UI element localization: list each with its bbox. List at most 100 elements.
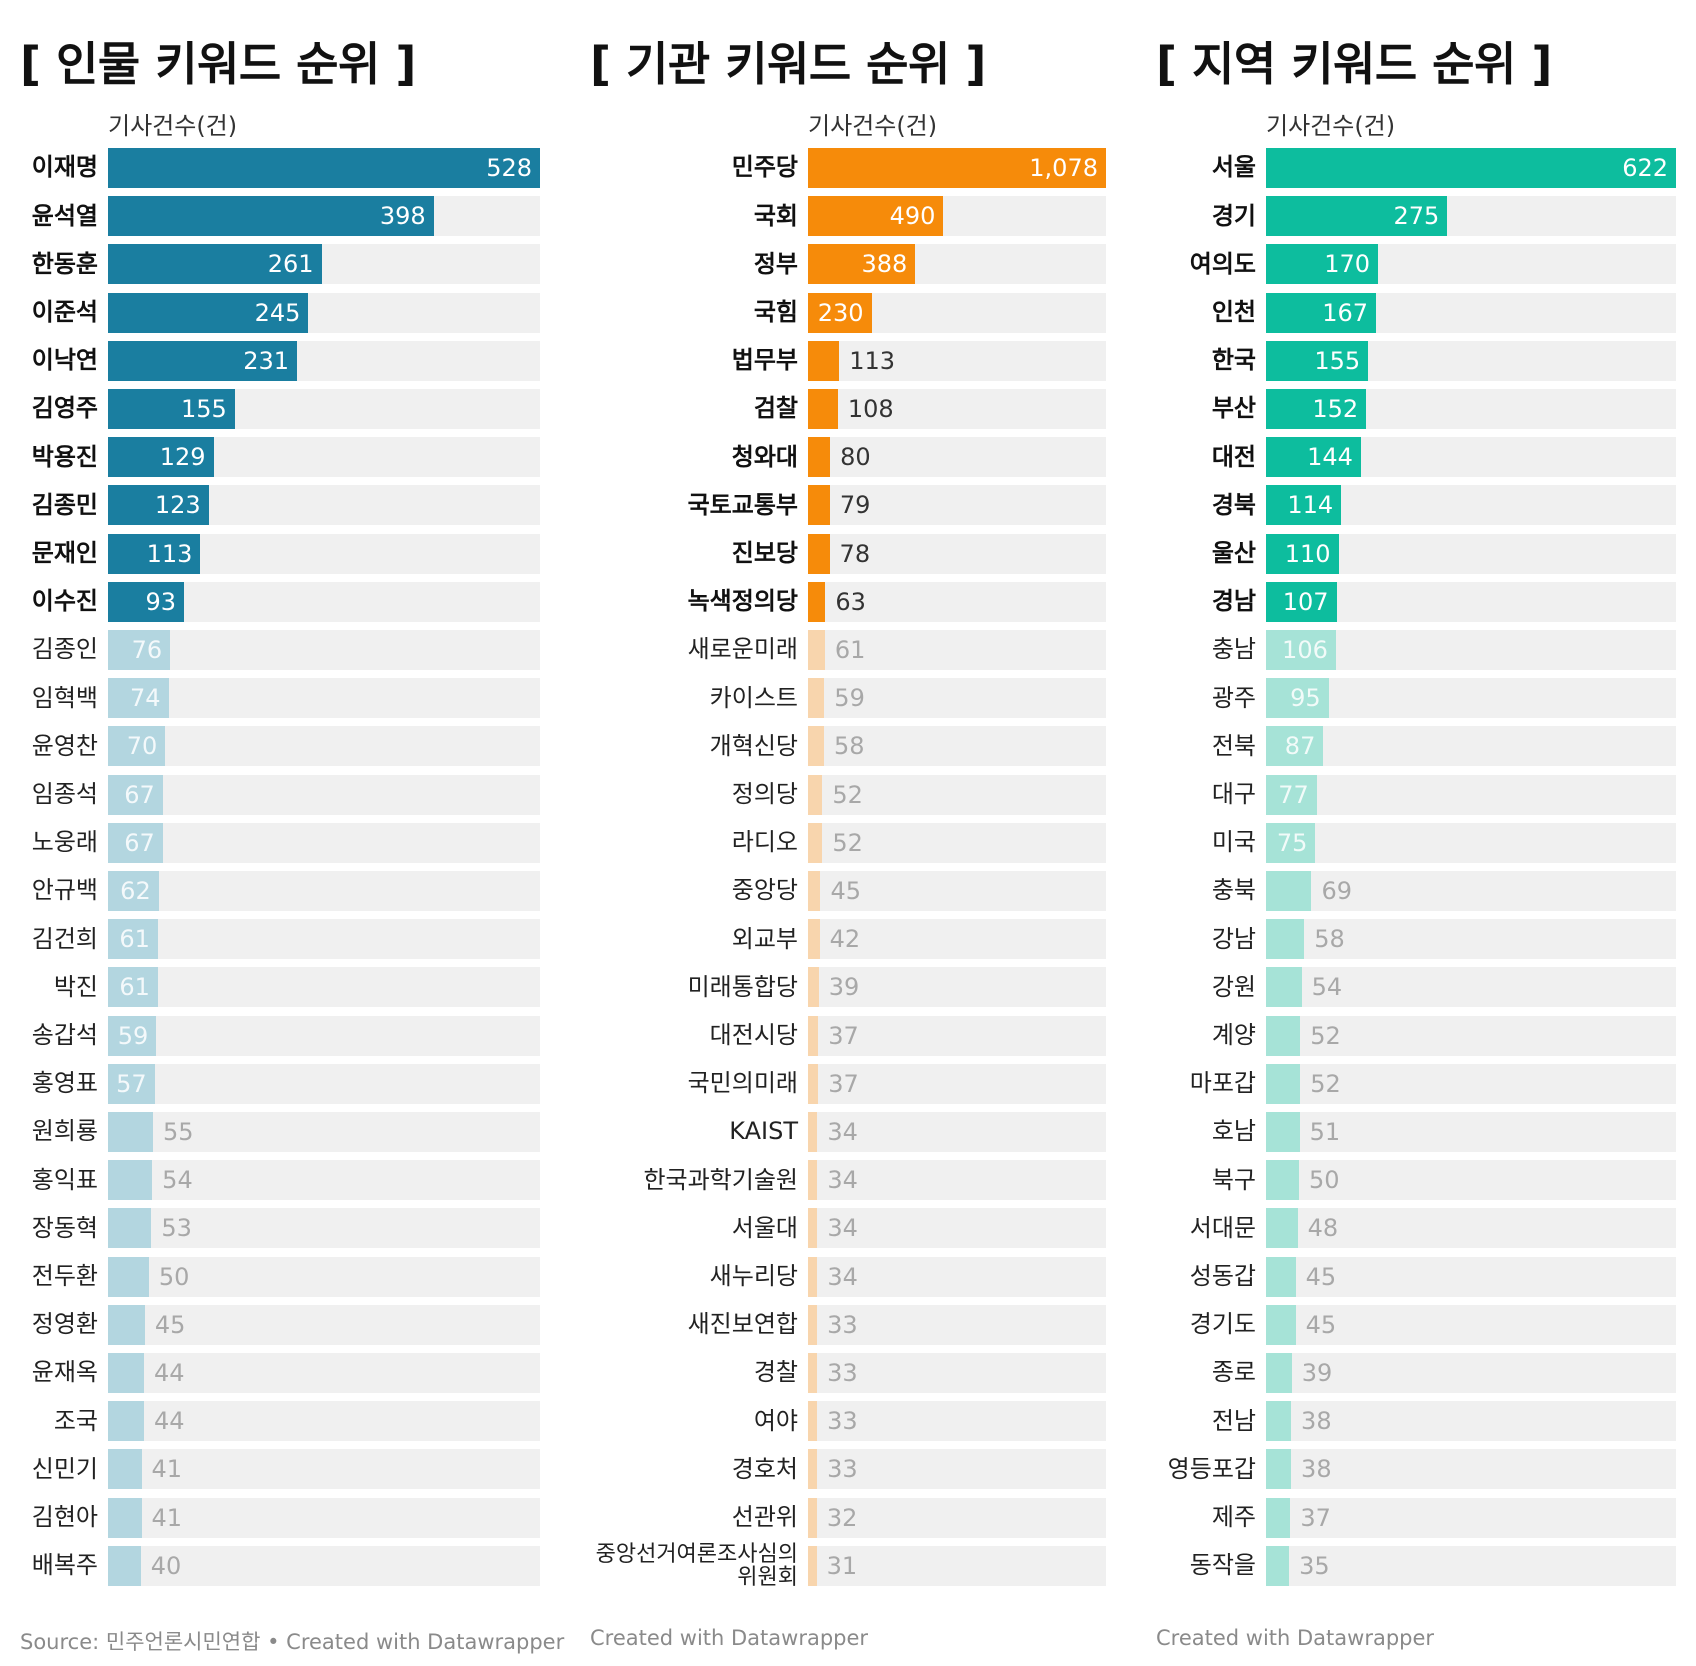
category-label: 북구 — [1211, 1165, 1256, 1194]
value-label: 44 — [154, 1359, 185, 1387]
bar-track: 67 — [108, 822, 540, 863]
bar — [108, 244, 322, 285]
bar-row: 인천 167 — [1156, 292, 1676, 333]
bar — [108, 726, 166, 767]
value-label: 87 — [1284, 732, 1316, 761]
bar-row: 윤영찬 70 — [20, 726, 540, 767]
value-label: 76 — [131, 636, 163, 664]
bar — [808, 1545, 817, 1586]
value-label: 34 — [827, 1118, 858, 1146]
bar-track: 275 — [1266, 196, 1676, 237]
bar — [808, 1449, 818, 1490]
bar — [1266, 774, 1317, 815]
bar-row: 마포갑 52 — [1156, 1063, 1676, 1104]
category-label: 조국 — [53, 1406, 98, 1435]
bar-track: 114 — [1266, 485, 1676, 526]
bar — [808, 292, 872, 333]
bar-row: 김영주 155 — [20, 389, 540, 429]
category-label: 강원 — [1211, 972, 1256, 1001]
value-label: 57 — [116, 1069, 147, 1098]
category-label: 김영주 — [31, 394, 98, 423]
bar — [1266, 1160, 1299, 1201]
bar — [108, 1208, 152, 1249]
bar-row: 대전시당 37 — [590, 1015, 1106, 1056]
category-label: 전남 — [1211, 1406, 1256, 1435]
bar-row: 이수진 93 — [20, 581, 540, 622]
bar — [108, 1449, 142, 1490]
bar-row: 송갑석 59 — [20, 1015, 540, 1056]
category-label: 경호처 — [731, 1454, 798, 1483]
bar-row: 영등포갑 38 — [1156, 1449, 1676, 1490]
bar — [1266, 244, 1379, 285]
bar-track: 152 — [1266, 389, 1676, 429]
bar-row: 신민기 41 — [20, 1449, 540, 1490]
category-label: 원희룡 — [31, 1117, 98, 1146]
value-label: 275 — [1393, 202, 1440, 231]
value-label: 69 — [1321, 877, 1353, 905]
value-label: 155 — [1314, 346, 1361, 375]
bar — [108, 1545, 141, 1586]
bar-track: 52 — [808, 774, 1106, 815]
bar-track: 37 — [1266, 1497, 1676, 1538]
bar-track: 34 — [808, 1256, 1106, 1297]
value-label: 231 — [243, 346, 289, 375]
bar — [808, 1160, 818, 1201]
chart-title: [ 지역 키워드 순위 ] — [1156, 37, 1552, 91]
bar-track: 245 — [108, 292, 540, 333]
bar — [1266, 581, 1337, 622]
category-label: KAIST — [729, 1117, 798, 1146]
bar — [1266, 726, 1324, 767]
category-label: 새누리당 — [709, 1262, 798, 1290]
value-label: 67 — [124, 780, 155, 809]
category-label: 영등포갑 — [1167, 1454, 1256, 1483]
category-label: 윤재옥 — [31, 1358, 98, 1387]
bar — [808, 1015, 819, 1056]
bar-row: 홍익표 54 — [20, 1160, 540, 1201]
bar-row: 국회 490 — [590, 196, 1106, 237]
bar-track: 38 — [1266, 1449, 1676, 1490]
bar-track: 1,078 — [808, 148, 1106, 188]
category-label: 신민기 — [31, 1454, 98, 1483]
bar-row: 국민의미래 37 — [590, 1063, 1106, 1104]
value-label: 528 — [486, 154, 532, 182]
bar — [1266, 678, 1329, 719]
category-label: 김종인 — [31, 635, 98, 664]
value-label: 39 — [1301, 1359, 1333, 1387]
bar-track: 33 — [808, 1304, 1106, 1345]
value-label: 80 — [840, 443, 871, 472]
bar-track: 58 — [1266, 919, 1676, 960]
region-keyword-panel: [ 지역 키워드 순위 ] 기사건수(건) 서울 622 경기 275 여의도 170 인천… — [1156, 0, 1676, 1666]
bar-row: 박용진 129 — [20, 437, 540, 478]
bar-track: 45 — [808, 871, 1106, 911]
bar — [108, 437, 214, 478]
bar — [808, 630, 825, 670]
unit-label: 기사건수(건) — [808, 112, 938, 140]
value-label: 33 — [827, 1455, 858, 1484]
bar-track: 61 — [108, 919, 540, 960]
bar — [1266, 1497, 1291, 1538]
bar-track: 79 — [808, 485, 1106, 526]
value-label: 70 — [126, 732, 158, 761]
category-label: 부산 — [1211, 394, 1256, 423]
bar-track: 155 — [1266, 340, 1676, 381]
value-label: 63 — [835, 587, 866, 616]
value-label: 61 — [834, 636, 866, 664]
value-label: 123 — [154, 491, 201, 520]
bar-row: 동작을 35 — [1156, 1545, 1676, 1586]
bar — [808, 1304, 818, 1345]
value-label: 50 — [1308, 1166, 1340, 1195]
category-label: 홍영표 — [31, 1069, 98, 1098]
bar-row: 울산 110 — [1156, 533, 1676, 574]
category-label: 이준석 — [31, 298, 98, 326]
category-label: 종로 — [1211, 1358, 1256, 1387]
bar-row: 선관위 32 — [590, 1497, 1106, 1538]
bar-row: 노웅래 67 — [20, 822, 540, 863]
bar — [808, 678, 825, 719]
category-label: 배복주 — [31, 1551, 98, 1580]
category-label: 서울대 — [731, 1213, 798, 1242]
category-label: 장동혁 — [31, 1213, 98, 1242]
bar-row: 한국 155 — [1156, 340, 1676, 381]
bar-track: 54 — [108, 1160, 540, 1201]
bar — [1266, 389, 1367, 429]
bar — [108, 1112, 153, 1152]
